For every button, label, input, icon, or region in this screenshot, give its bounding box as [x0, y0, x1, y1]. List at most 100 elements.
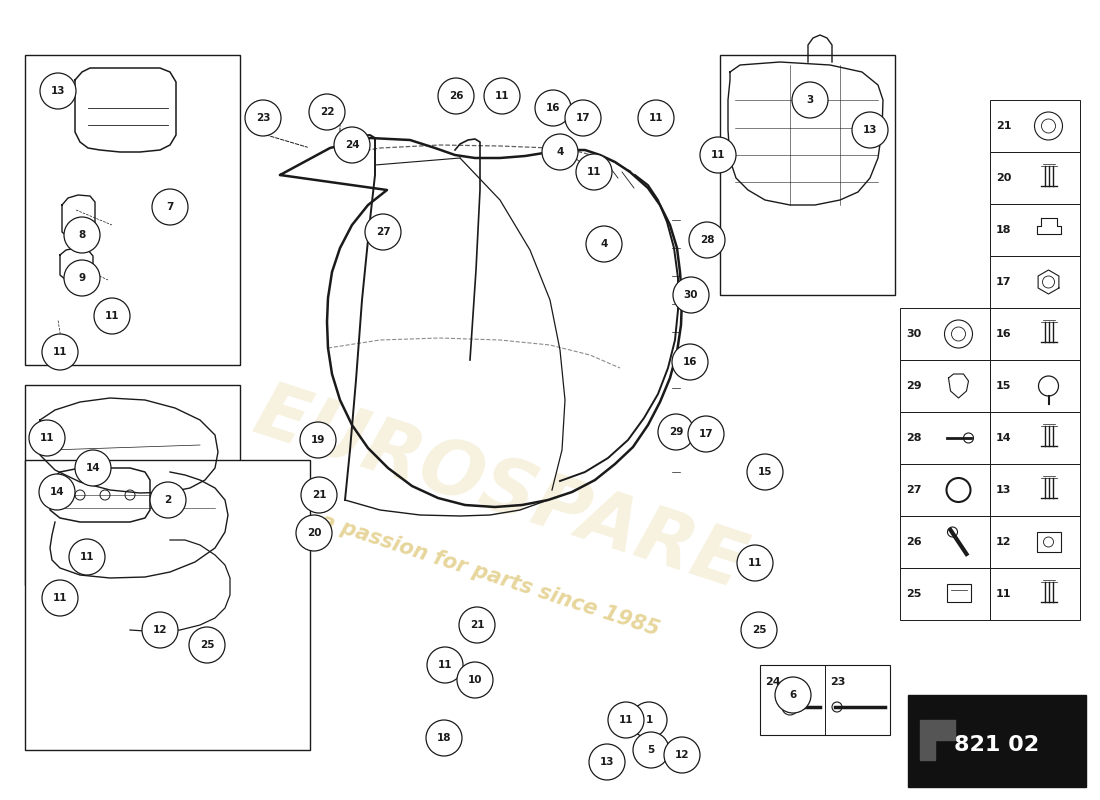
Circle shape	[484, 78, 520, 114]
Circle shape	[301, 477, 337, 513]
Circle shape	[672, 344, 708, 380]
Circle shape	[688, 416, 724, 452]
Text: 11: 11	[53, 347, 67, 357]
Text: 22: 22	[320, 107, 334, 117]
Circle shape	[245, 100, 280, 136]
Bar	[760, 665, 890, 735]
Text: 14: 14	[50, 487, 64, 497]
Text: 26: 26	[906, 537, 922, 547]
Text: 16: 16	[683, 357, 697, 367]
Circle shape	[632, 732, 669, 768]
Circle shape	[535, 90, 571, 126]
Text: 11: 11	[748, 558, 762, 568]
Bar	[900, 568, 990, 620]
Polygon shape	[920, 720, 955, 760]
Bar	[720, 55, 895, 295]
Text: 7: 7	[166, 202, 174, 212]
Circle shape	[150, 482, 186, 518]
Circle shape	[700, 137, 736, 173]
Bar	[900, 412, 990, 464]
Bar	[990, 464, 1080, 516]
Text: 24: 24	[764, 677, 781, 687]
Text: 11: 11	[495, 91, 509, 101]
Circle shape	[689, 222, 725, 258]
Text: 20: 20	[307, 528, 321, 538]
Circle shape	[152, 189, 188, 225]
Circle shape	[94, 298, 130, 334]
Circle shape	[631, 702, 667, 738]
Text: 18: 18	[437, 733, 451, 743]
Text: 2: 2	[164, 495, 172, 505]
Bar	[990, 308, 1080, 360]
Text: 13: 13	[600, 757, 614, 767]
Bar	[25, 55, 240, 365]
Text: 25: 25	[200, 640, 214, 650]
Text: 8: 8	[78, 230, 86, 240]
Circle shape	[588, 744, 625, 780]
Circle shape	[296, 515, 332, 551]
Text: 28: 28	[906, 433, 922, 443]
Text: 15: 15	[758, 467, 772, 477]
Text: 24: 24	[344, 140, 360, 150]
Bar	[990, 516, 1080, 568]
Text: 11: 11	[53, 593, 67, 603]
Text: 15: 15	[996, 381, 1011, 391]
Text: 23: 23	[255, 113, 271, 123]
Text: 11: 11	[40, 433, 54, 443]
Circle shape	[664, 737, 700, 773]
Text: 11: 11	[586, 167, 602, 177]
Circle shape	[608, 702, 644, 738]
Text: 27: 27	[376, 227, 390, 237]
Text: 16: 16	[996, 329, 1012, 339]
Circle shape	[459, 607, 495, 643]
Text: 11: 11	[618, 715, 634, 725]
Text: 4: 4	[601, 239, 607, 249]
Circle shape	[638, 100, 674, 136]
Text: 20: 20	[996, 173, 1011, 183]
Circle shape	[75, 450, 111, 486]
Text: 1: 1	[646, 715, 652, 725]
Circle shape	[40, 73, 76, 109]
Text: 13: 13	[996, 485, 1011, 495]
Circle shape	[737, 545, 773, 581]
Text: 11: 11	[79, 552, 95, 562]
Circle shape	[39, 474, 75, 510]
Bar	[990, 412, 1080, 464]
Text: 17: 17	[575, 113, 591, 123]
Circle shape	[426, 720, 462, 756]
Text: 29: 29	[906, 381, 922, 391]
Circle shape	[29, 420, 65, 456]
Text: 4: 4	[557, 147, 563, 157]
Text: 21: 21	[311, 490, 327, 500]
Bar	[908, 695, 1086, 787]
Text: 821 02: 821 02	[955, 735, 1040, 755]
Bar	[900, 308, 990, 360]
Text: 27: 27	[906, 485, 922, 495]
Circle shape	[776, 677, 811, 713]
Circle shape	[42, 580, 78, 616]
Circle shape	[309, 94, 345, 130]
Bar	[990, 568, 1080, 620]
Text: 6: 6	[790, 690, 796, 700]
Circle shape	[334, 127, 370, 163]
Text: 26: 26	[449, 91, 463, 101]
Circle shape	[542, 134, 578, 170]
Text: 18: 18	[996, 225, 1012, 235]
Text: 19: 19	[311, 435, 326, 445]
Text: 11: 11	[438, 660, 452, 670]
Bar	[990, 256, 1080, 308]
Circle shape	[586, 226, 622, 262]
Circle shape	[852, 112, 888, 148]
Text: EUROSPARE: EUROSPARE	[245, 376, 755, 604]
Bar	[25, 385, 240, 585]
Circle shape	[456, 662, 493, 698]
Circle shape	[42, 334, 78, 370]
Text: 12: 12	[996, 537, 1012, 547]
Text: a passion for parts since 1985: a passion for parts since 1985	[318, 510, 662, 639]
Text: 5: 5	[648, 745, 654, 755]
Text: 11: 11	[711, 150, 725, 160]
Bar	[900, 516, 990, 568]
Bar	[990, 152, 1080, 204]
Bar	[25, 460, 310, 750]
Bar	[990, 204, 1080, 256]
